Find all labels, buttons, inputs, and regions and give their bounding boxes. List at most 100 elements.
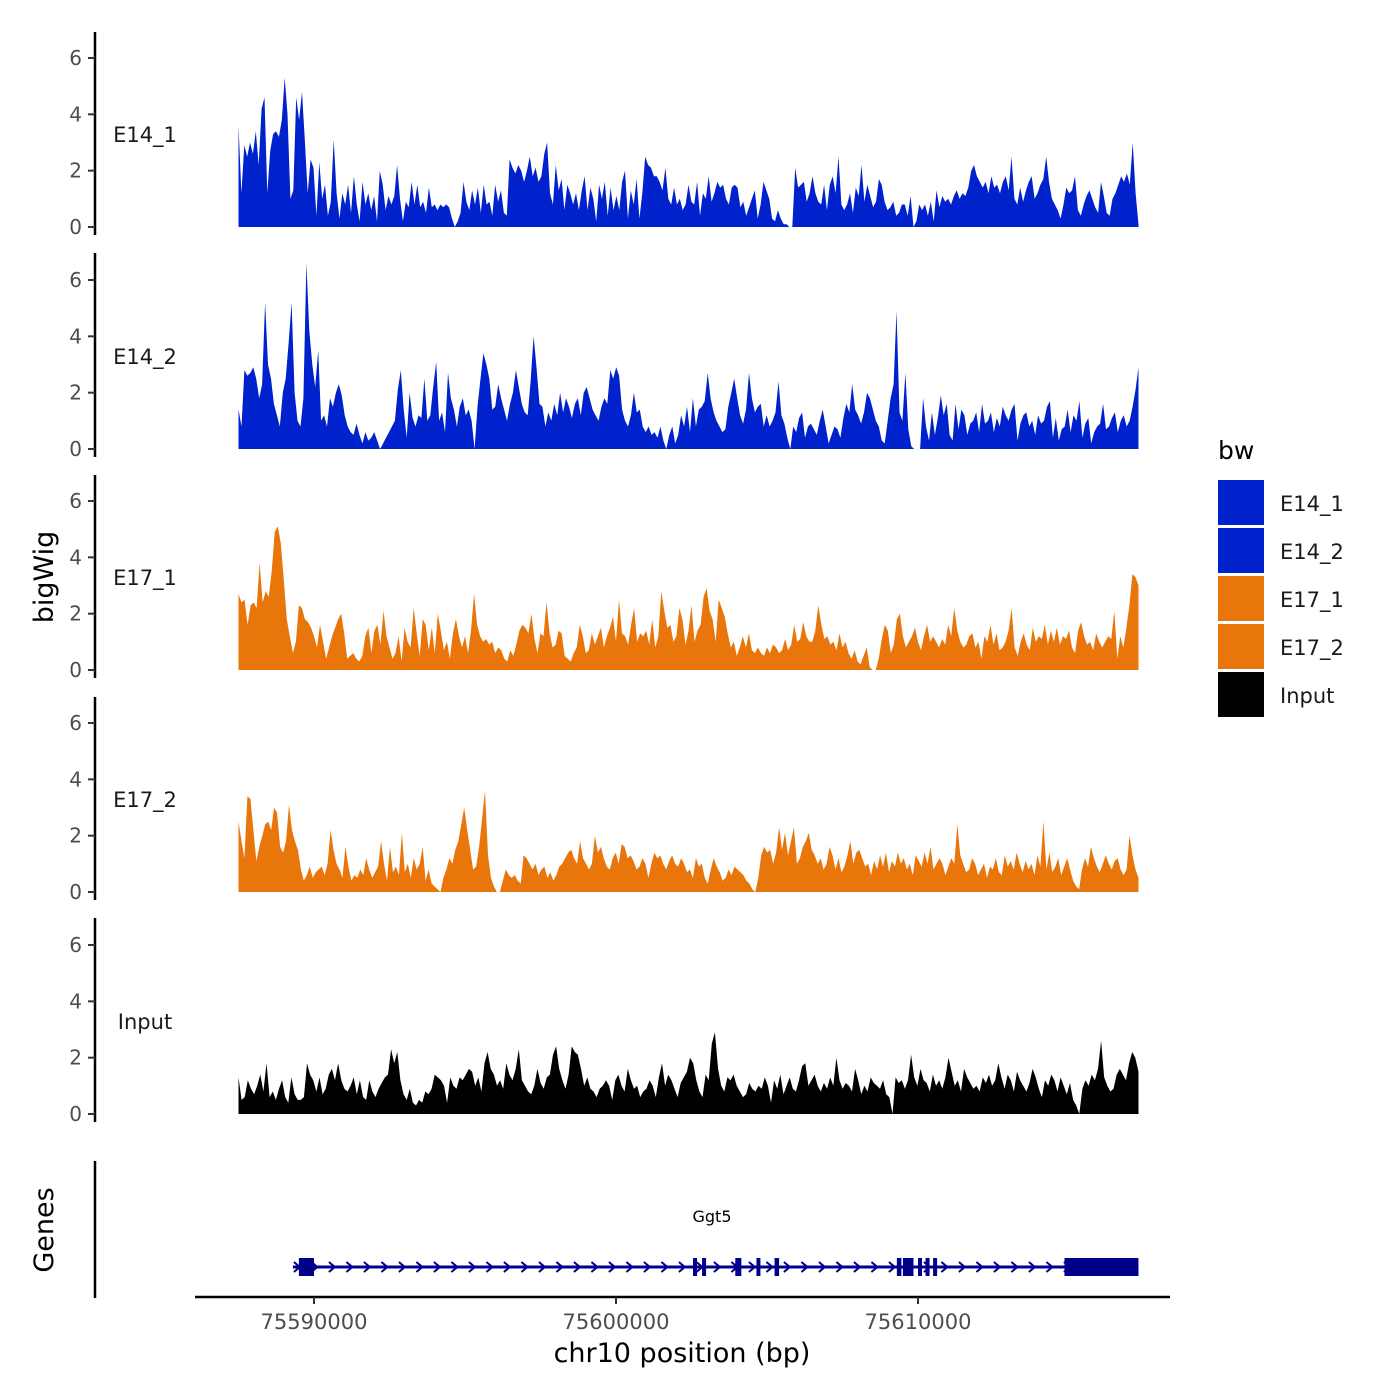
legend-swatch-E14_1	[1218, 480, 1264, 526]
strand-arrow	[870, 1261, 879, 1273]
legend-label: E14_1	[1280, 492, 1344, 517]
strand-arrow	[345, 1261, 354, 1273]
y-tick-label: 2	[69, 159, 82, 183]
strand-arrow	[520, 1261, 529, 1273]
strand-arrow	[660, 1261, 669, 1273]
strand-arrow	[975, 1261, 984, 1273]
strand-arrow	[1028, 1261, 1037, 1273]
strand-arrow	[643, 1261, 652, 1273]
y-tick-label: 0	[69, 880, 82, 904]
signal-tracks: 0 2 4 6 E14_1 0 2 4 6 E14_2 0 2 4 6 E17_1 0 2 4 6 E17_2 0 2 4 6…	[69, 32, 1139, 1126]
exon-block	[693, 1258, 698, 1276]
exon-block	[896, 1258, 902, 1276]
y-tick-label: 4	[69, 767, 82, 791]
strand-arrow	[835, 1261, 844, 1273]
signal-area-E17_1	[238, 526, 1139, 670]
strand-arrow	[590, 1261, 599, 1273]
gene-name-label: Ggt5	[692, 1207, 731, 1226]
exon-block	[298, 1258, 314, 1276]
legend-swatch-E17_2	[1218, 624, 1264, 670]
strand-arrow	[363, 1261, 372, 1273]
strand-arrow	[800, 1261, 809, 1273]
exon-block	[735, 1258, 742, 1276]
signal-area-E14_1	[238, 77, 1139, 227]
strand-arrow	[888, 1261, 897, 1273]
exon-block	[918, 1258, 922, 1276]
strand-arrow	[958, 1261, 967, 1273]
y-tick-label: 6	[69, 268, 82, 292]
strand-arrow	[398, 1261, 407, 1273]
y-tick-label: 4	[69, 989, 82, 1013]
track-E17_2: 0 2 4 6 E17_2	[69, 697, 1139, 904]
strand-arrow	[608, 1261, 617, 1273]
legend-swatch-E17_1	[1218, 576, 1264, 622]
y-tick-label: 2	[69, 824, 82, 848]
strand-arrow	[555, 1261, 564, 1273]
strand-arrow	[1045, 1261, 1054, 1273]
y-tick-label: 2	[69, 381, 82, 405]
legend-label: E17_1	[1280, 588, 1344, 613]
strand-arrow	[818, 1261, 827, 1273]
x-tick-label: 75600000	[563, 1310, 670, 1334]
signal-area-E17_2	[238, 790, 1139, 892]
strand-arrow	[993, 1261, 1002, 1273]
exon-block	[1064, 1258, 1139, 1276]
signal-area-E14_2	[238, 263, 1139, 449]
legend-swatch-Input	[1218, 672, 1264, 718]
strand-arrow	[433, 1261, 442, 1273]
genes-track-label: Genes	[29, 1187, 60, 1272]
exon-block	[702, 1258, 707, 1276]
track-label: E14_2	[113, 345, 177, 370]
strand-arrow	[468, 1261, 477, 1273]
x-tick-label: 75610000	[865, 1310, 972, 1334]
y-tick-label: 0	[69, 1102, 82, 1126]
y-axis-title: bigWig	[29, 531, 60, 624]
strand-arrow	[678, 1261, 687, 1273]
strand-arrow	[380, 1261, 389, 1273]
strand-arrow	[853, 1261, 862, 1273]
track-E14_1: 0 2 4 6 E14_1	[69, 32, 1139, 239]
strand-arrow	[940, 1261, 949, 1273]
track-label: Input	[118, 1010, 172, 1034]
track-label: E17_2	[113, 788, 177, 813]
track-label: E14_1	[113, 123, 177, 148]
legend-label: E17_2	[1280, 636, 1344, 661]
track-E14_2: 0 2 4 6 E14_2	[69, 253, 1139, 461]
x-tick-label: 75590000	[261, 1310, 368, 1334]
y-tick-label: 0	[69, 437, 82, 461]
strand-arrow	[1010, 1261, 1019, 1273]
track-Input: 0 2 4 6 Input	[69, 918, 1139, 1126]
y-tick-label: 6	[69, 711, 82, 735]
y-tick-label: 4	[69, 545, 82, 569]
strand-arrow	[783, 1261, 792, 1273]
x-axis: 75590000 75600000 75610000	[195, 1295, 1170, 1334]
strand-arrow	[625, 1261, 634, 1273]
y-tick-label: 0	[69, 658, 82, 682]
strand-arrow	[485, 1261, 494, 1273]
strand-arrow	[503, 1261, 512, 1273]
gene-track	[93, 1161, 1139, 1298]
strand-arrow	[538, 1261, 547, 1273]
exon-block	[925, 1258, 930, 1276]
y-tick-label: 6	[69, 489, 82, 513]
legend: E14_1 E14_2 E17_1 E17_2 Input	[1218, 480, 1344, 719]
strand-arrow	[713, 1261, 722, 1273]
strand-arrow	[573, 1261, 582, 1273]
exon-block	[933, 1258, 938, 1276]
strand-arrow	[328, 1261, 337, 1273]
track-E17_1: 0 2 4 6 E17_1	[69, 475, 1139, 682]
y-tick-label: 4	[69, 102, 82, 126]
strand-arrow	[450, 1261, 459, 1273]
legend-label: Input	[1280, 684, 1334, 708]
track-label: E17_1	[113, 566, 177, 591]
strand-arrow	[765, 1261, 774, 1273]
y-tick-label: 0	[69, 215, 82, 239]
y-tick-label: 2	[69, 1046, 82, 1070]
strand-arrow	[415, 1261, 424, 1273]
x-axis-title: chr10 position (bp)	[554, 1338, 811, 1369]
y-tick-label: 2	[69, 602, 82, 626]
strand-arrow	[748, 1261, 757, 1273]
exon-block	[774, 1258, 780, 1276]
